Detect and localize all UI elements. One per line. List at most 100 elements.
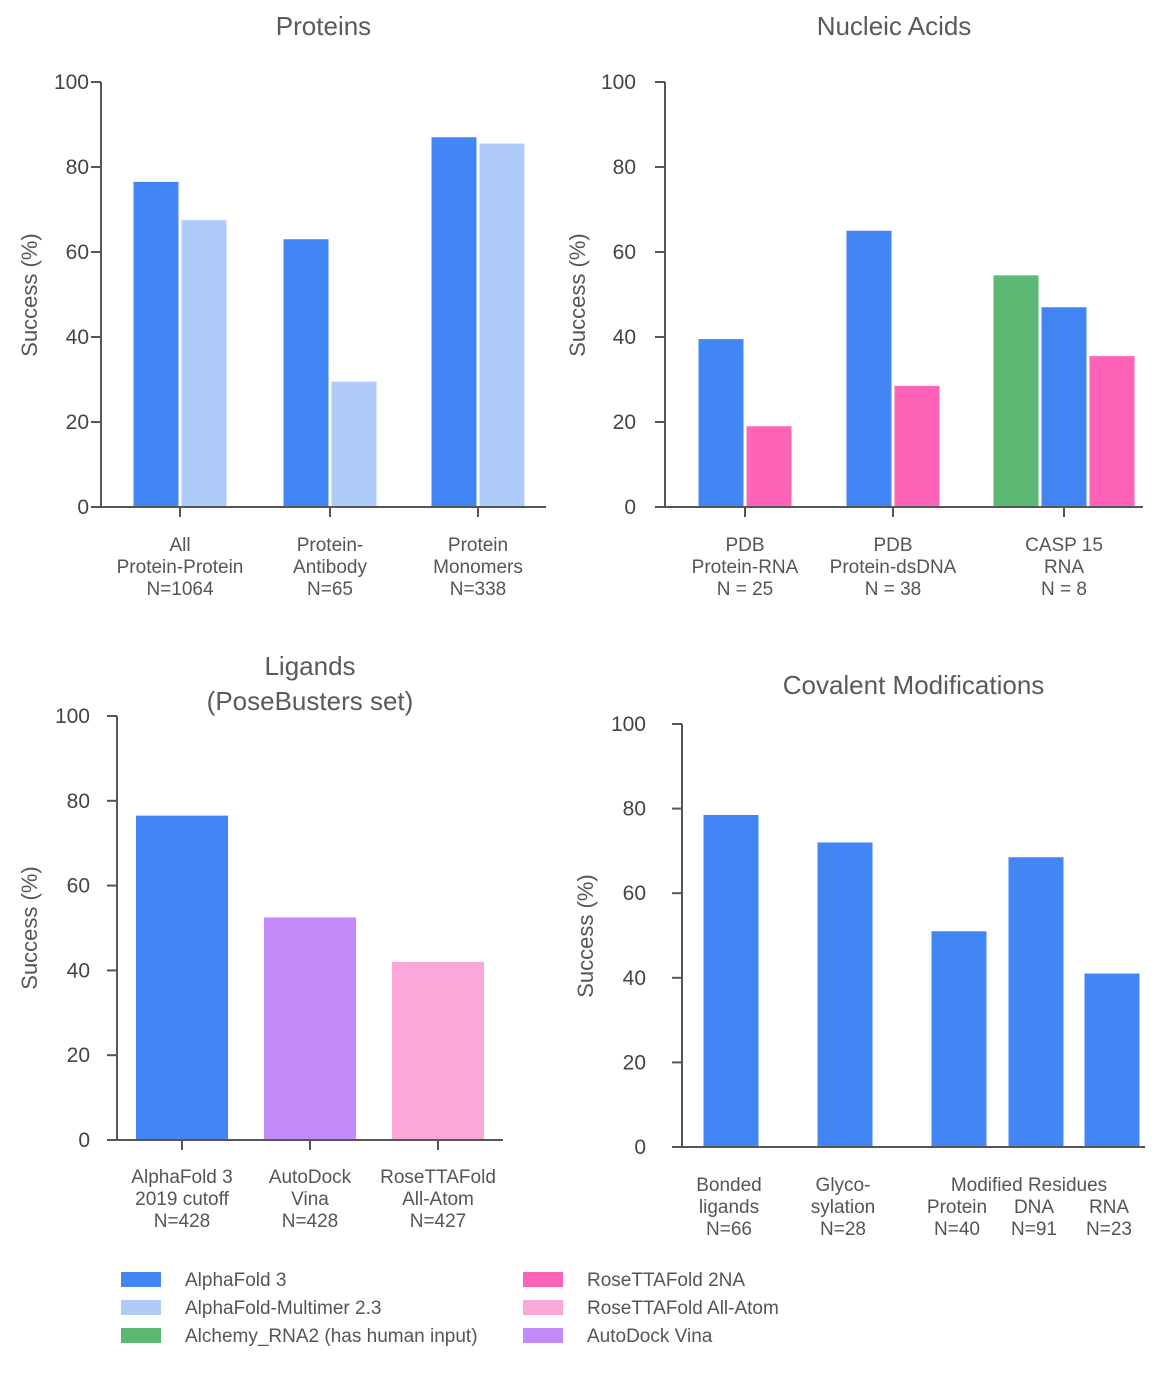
y-tick-label: 40	[623, 967, 646, 990]
bar-1-1-1	[894, 385, 940, 507]
x-tick-label: PDB	[725, 535, 764, 556]
y-axis-label: Success (%)	[17, 233, 42, 356]
bar-0-0-0	[133, 181, 179, 507]
bar-3-3-0	[1008, 857, 1064, 1147]
x-tick-label: Protein-dsDNA	[830, 557, 957, 578]
x-tick-label: N = 25	[717, 579, 774, 600]
x-tick-label: N=65	[307, 579, 353, 600]
bar-2-0-0	[136, 815, 228, 1140]
y-tick-label: 20	[613, 411, 636, 434]
y-tick-label: 0	[634, 1136, 646, 1159]
y-tick-label: 40	[67, 959, 90, 982]
x-tick-label: ligands	[699, 1197, 759, 1218]
chart-title: Ligands	[264, 651, 355, 681]
x-tick-label: Vina	[291, 1189, 329, 1210]
chart-title: Proteins	[276, 11, 371, 41]
y-tick-label: 80	[67, 790, 90, 813]
y-tick-label: 0	[624, 496, 636, 519]
x-tick-label: N = 8	[1041, 579, 1087, 600]
y-tick-label: 100	[54, 71, 89, 94]
y-axis-label: Success (%)	[573, 874, 598, 997]
y-tick-label: 80	[613, 156, 636, 179]
x-tick-label: Protein-RNA	[692, 557, 799, 578]
y-tick-label: 80	[623, 798, 646, 821]
chart-panel-3: Covalent Modifications Success (%) 0 20 40 60…	[573, 670, 1145, 1240]
x-tick-label: 2019 cutoff	[135, 1189, 229, 1210]
x-tick-label: RoseTTAFold	[380, 1167, 496, 1188]
bar-3-1-0	[817, 842, 873, 1147]
chart-title: Nucleic Acids	[817, 11, 972, 41]
y-tick-label: 20	[66, 411, 89, 434]
legend: AlphaFold 3 AlphaFold-Multimer 2.3 Alchemy…	[121, 1270, 779, 1347]
legend-swatch	[121, 1328, 161, 1343]
bar-3-2-0	[931, 931, 987, 1147]
x-tick-label: Antibody	[293, 557, 367, 578]
y-tick-label: 60	[66, 241, 89, 264]
bar-2-2-0	[392, 961, 484, 1140]
y-tick-label: 60	[67, 875, 90, 898]
legend-label: AlphaFold 3	[185, 1270, 286, 1291]
x-tick-label: PDB	[873, 535, 912, 556]
bar-3-0-0	[703, 814, 759, 1147]
x-tick-label: N=91	[1011, 1219, 1057, 1240]
x-tick-label: N=1064	[146, 579, 214, 600]
legend-label: AutoDock Vina	[587, 1326, 713, 1347]
y-tick-label: 60	[623, 882, 646, 905]
x-tick-label: N=40	[934, 1219, 980, 1240]
bar-1-2-0	[993, 275, 1039, 507]
group-header-label: Modified Residues	[951, 1175, 1107, 1196]
x-tick-label: N=428	[282, 1211, 339, 1232]
legend-swatch	[523, 1272, 563, 1287]
chart-title: (PoseBusters set)	[207, 686, 414, 716]
y-tick-label: 40	[66, 326, 89, 349]
x-tick-label: RNA	[1044, 557, 1084, 578]
y-tick-label: 100	[55, 705, 90, 728]
x-tick-label: N=28	[820, 1219, 866, 1240]
x-tick-label: Protein-Protein	[117, 557, 244, 578]
bar-0-1-1	[331, 381, 377, 507]
y-tick-label: 0	[78, 1129, 90, 1152]
bar-1-2-1	[1041, 307, 1087, 507]
x-tick-label: N=23	[1086, 1219, 1132, 1240]
x-tick-label: Bonded	[696, 1175, 762, 1196]
x-tick-label: N=428	[154, 1211, 211, 1232]
x-tick-label: N = 38	[865, 579, 922, 600]
bar-0-2-1	[479, 143, 525, 507]
chart-title: Covalent Modifications	[783, 670, 1045, 700]
y-tick-label: 40	[613, 326, 636, 349]
legend-label: RoseTTAFold All-Atom	[587, 1298, 779, 1319]
legend-swatch	[121, 1300, 161, 1315]
bar-3-4-0	[1084, 973, 1140, 1147]
y-tick-label: 80	[66, 156, 89, 179]
y-tick-label: 100	[611, 713, 646, 736]
legend-label: AlphaFold-Multimer 2.3	[185, 1298, 381, 1319]
legend-label: RoseTTAFold 2NA	[587, 1270, 745, 1291]
bar-0-0-1	[181, 220, 227, 507]
x-tick-label: N=427	[410, 1211, 467, 1232]
x-tick-label: All	[169, 535, 190, 556]
y-tick-label: 100	[601, 71, 636, 94]
legend-swatch	[523, 1328, 563, 1343]
y-tick-label: 20	[67, 1044, 90, 1067]
x-tick-label: N=338	[450, 579, 507, 600]
x-tick-label: N=66	[706, 1219, 752, 1240]
legend-swatch	[523, 1300, 563, 1315]
y-axis-label: Success (%)	[565, 233, 590, 356]
bar-1-0-1	[746, 426, 792, 507]
legend-label: Alchemy_RNA2 (has human input)	[185, 1326, 478, 1347]
y-tick-label: 60	[613, 241, 636, 264]
x-tick-label: CASP 15	[1025, 535, 1103, 556]
bar-1-2-2	[1089, 356, 1135, 507]
y-tick-label: 20	[623, 1051, 646, 1074]
x-tick-label: Protein-	[297, 535, 364, 556]
y-tick-label: 0	[77, 496, 89, 519]
y-axis-label: Success (%)	[17, 866, 42, 989]
x-tick-label: Monomers	[433, 557, 523, 578]
bar-2-1-0	[264, 917, 356, 1140]
x-tick-label: DNA	[1014, 1197, 1054, 1218]
x-tick-label: Protein	[448, 535, 508, 556]
bar-1-0-0	[698, 339, 744, 507]
